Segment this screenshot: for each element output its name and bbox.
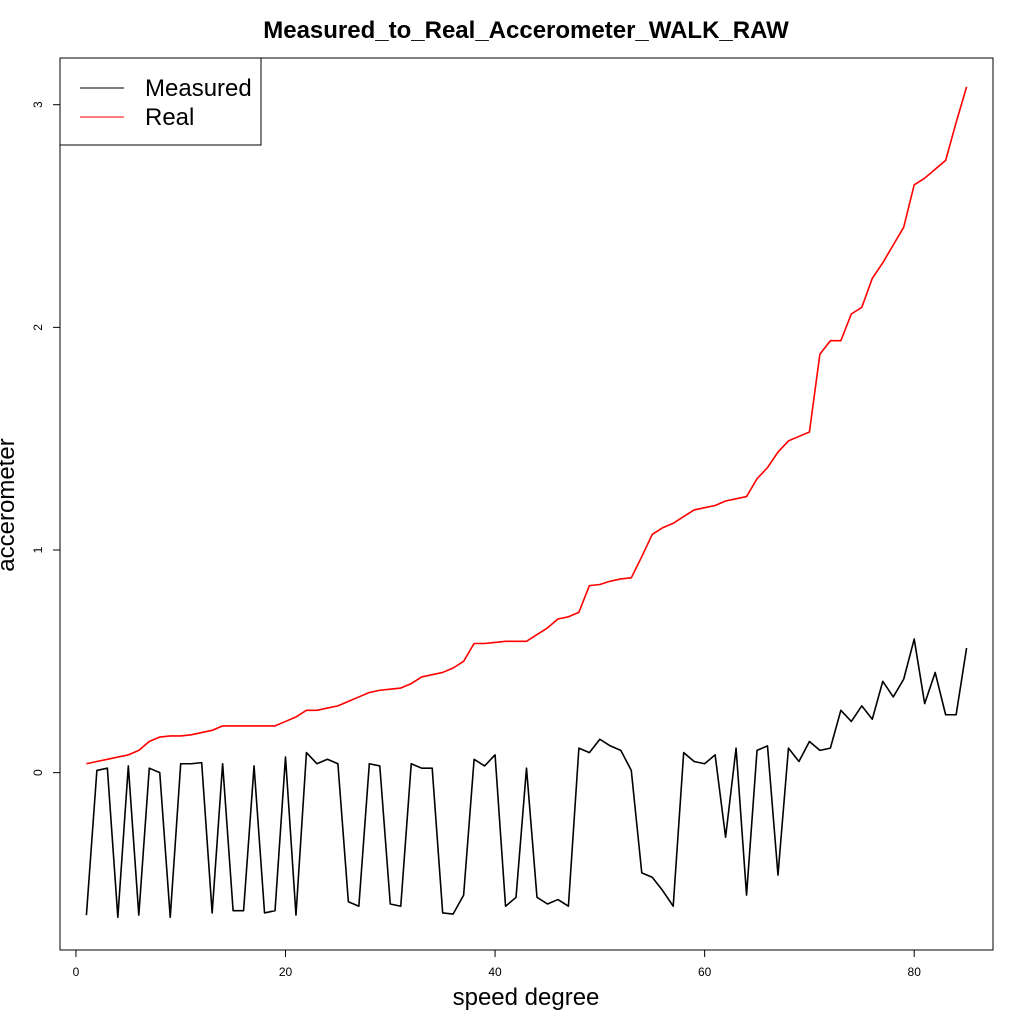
y-axis: 0 1 2 3	[31, 101, 61, 776]
y-tick-label: 2	[31, 324, 45, 331]
legend-label-real: Real	[145, 104, 194, 131]
y-tick-label: 3	[31, 101, 45, 108]
legend: Measured Real	[59, 57, 262, 146]
series-line-measured	[85, 638, 968, 919]
series-line-real	[86, 86, 968, 765]
x-tick-label: 20	[279, 965, 293, 979]
x-tick-label: 0	[73, 965, 80, 979]
chart-title: Measured_to_Real_Accerometer_WALK_RAW	[263, 17, 789, 44]
x-tick-label: 40	[488, 965, 502, 979]
y-tick-label: 1	[31, 546, 45, 553]
x-axis: 0 20 40 60 80	[73, 949, 922, 979]
x-tick-label: 60	[698, 965, 712, 979]
series-group	[85, 86, 968, 919]
legend-box	[59, 57, 262, 146]
y-axis-label: accerometer	[0, 438, 20, 571]
x-axis-label: speed degree	[453, 984, 600, 1011]
legend-label-measured: Measured	[145, 75, 252, 102]
x-tick-label: 80	[908, 965, 922, 979]
y-tick-label: 0	[31, 769, 45, 776]
